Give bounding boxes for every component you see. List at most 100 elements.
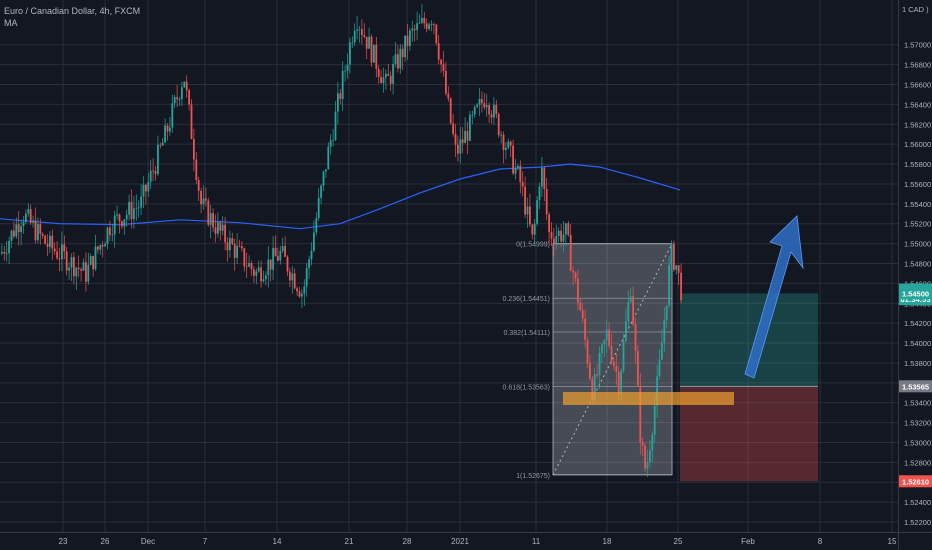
- candle-body: [53, 248, 56, 252]
- price-tick-label: 1.52200: [904, 518, 931, 527]
- candle-body: [253, 269, 255, 276]
- candle-body: [51, 235, 54, 249]
- candle-body: [625, 321, 627, 341]
- candle-body: [497, 114, 500, 136]
- candle-body: [608, 329, 610, 346]
- candle-body: [207, 200, 210, 225]
- candle-body: [250, 263, 253, 270]
- candle-body: [598, 352, 601, 376]
- candle-body: [197, 180, 200, 191]
- candle-body: [596, 374, 598, 376]
- price-tick-label: 1.53000: [904, 439, 931, 448]
- candle-body: [320, 185, 322, 198]
- candle-body: [589, 363, 591, 379]
- candle-body: [569, 235, 572, 271]
- candle-body: [404, 35, 406, 58]
- candle-body: [274, 247, 277, 257]
- time-tick-label: 15: [888, 537, 897, 546]
- candle-body: [315, 218, 318, 233]
- candle-body: [238, 246, 241, 247]
- candle-body: [149, 170, 152, 182]
- price-tick-label: 1.54200: [904, 319, 931, 328]
- candle-body: [509, 141, 512, 146]
- candle-body: [428, 24, 430, 29]
- price-tick-label: 1.53800: [904, 359, 931, 368]
- candle-body: [308, 259, 310, 268]
- candle-body: [521, 182, 524, 187]
- time-tick-label: 11: [532, 537, 541, 546]
- candle-body: [663, 320, 666, 343]
- fib-level-label: 0.618(1.53563): [503, 385, 550, 392]
- candle-body: [106, 227, 109, 244]
- candle-body: [382, 77, 385, 84]
- candle-body: [473, 106, 476, 115]
- candle-body: [673, 243, 675, 270]
- candle-body: [25, 213, 27, 222]
- projection-arrow: [744, 215, 804, 379]
- candle-body: [483, 103, 486, 108]
- candle-body: [661, 342, 663, 360]
- candle-body: [370, 36, 373, 63]
- candle-body: [478, 98, 481, 105]
- symbol-title[interactable]: Euro / Canadian Dollar, 4h, FXCM: [4, 6, 141, 16]
- time-tick-label: 18: [603, 537, 612, 546]
- candle-body: [418, 22, 421, 24]
- candle-body: [531, 224, 534, 235]
- candle-body: [610, 345, 613, 362]
- candle-body: [541, 167, 543, 187]
- candle-body: [353, 30, 356, 43]
- candle-body: [617, 371, 620, 394]
- candle-body: [154, 171, 157, 174]
- candle-body: [476, 104, 478, 107]
- candle-body: [562, 234, 565, 242]
- candle-body: [490, 114, 493, 118]
- candle-body: [445, 70, 447, 94]
- candle-body: [157, 144, 159, 174]
- candle-body: [680, 272, 682, 301]
- candle-body: [104, 243, 106, 247]
- candle-body: [125, 214, 128, 220]
- candle-body: [65, 251, 68, 271]
- candle-body: [87, 264, 90, 282]
- candle-body: [39, 224, 42, 234]
- candle-body: [488, 105, 490, 115]
- candle-body: [512, 145, 514, 174]
- grid-lines: [0, 0, 898, 532]
- candle-body: [361, 29, 363, 36]
- time-tick-label: 23: [59, 537, 68, 546]
- candle-body: [649, 450, 651, 462]
- candle-body: [677, 265, 680, 273]
- candle-body: [142, 184, 145, 197]
- candle-body: [56, 251, 58, 259]
- candle-body: [248, 263, 250, 267]
- candle-body: [591, 378, 594, 401]
- candle-body: [128, 201, 130, 215]
- price-tick-label: 1.55200: [904, 220, 931, 229]
- candle-body: [665, 305, 668, 321]
- candle-body: [277, 256, 279, 261]
- candle-body: [173, 97, 176, 104]
- candle-body: [627, 301, 630, 322]
- candle-body: [185, 81, 188, 91]
- candle-body: [243, 248, 246, 267]
- candle-body: [214, 227, 217, 234]
- candle-body: [92, 256, 94, 270]
- candle-body: [27, 209, 30, 214]
- candle-body: [385, 73, 387, 78]
- price-tick-label: 1.57000: [904, 41, 931, 50]
- candle-body: [505, 147, 507, 151]
- price-tick-label: 1.52800: [904, 458, 931, 467]
- candle-body: [284, 246, 286, 257]
- candle-body: [116, 214, 118, 216]
- candle-body: [123, 219, 126, 227]
- candle-body: [44, 235, 46, 244]
- indicator-label[interactable]: MA: [4, 18, 18, 28]
- candle-body: [375, 44, 378, 69]
- candle-body: [303, 286, 306, 294]
- candle-body: [317, 197, 320, 219]
- candle-body: [265, 275, 267, 280]
- candle-body: [389, 75, 392, 84]
- candle-body: [615, 365, 618, 372]
- time-tick-label: 26: [101, 537, 110, 546]
